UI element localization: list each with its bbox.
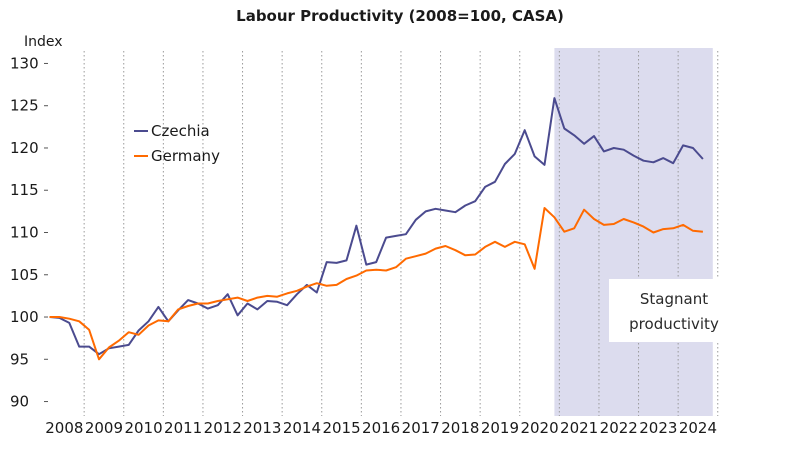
series-line-czechia <box>49 97 704 356</box>
x-tick-label: 2014 <box>283 419 321 437</box>
x-axis: 2008 2009 2010 2011 2012 2013 2014 2015 2016 2017… <box>45 419 717 437</box>
x-tick-label: 2018 <box>441 419 479 437</box>
y-tick-label: 90 <box>10 393 29 411</box>
x-tick-label: 2010 <box>124 419 162 437</box>
x-tick-label: 2023 <box>639 419 677 437</box>
x-tick-label: 2016 <box>362 419 400 437</box>
legend-label-czechia: Czechia <box>151 122 210 140</box>
y-tick-label: 120 <box>10 139 39 157</box>
annotation-box: Stagnant productivity <box>609 279 739 342</box>
x-tick-label: 2011 <box>164 419 202 437</box>
x-tick-label: 2009 <box>85 419 123 437</box>
annotation-line-2: productivity <box>629 315 719 333</box>
annotation-line-1: Stagnant <box>640 290 708 308</box>
x-tick-label: 2017 <box>402 419 440 437</box>
stagnant-period-shading <box>554 48 713 416</box>
x-tick-label: 2020 <box>520 419 558 437</box>
y-tick-label: 100 <box>10 308 39 326</box>
y-tick-label: 105 <box>10 266 39 284</box>
legend: Czechia Germany <box>134 122 220 165</box>
legend-label-germany: Germany <box>151 147 220 165</box>
x-tick-label: 2012 <box>204 419 242 437</box>
y-axis-label: Index <box>24 34 63 50</box>
chart-title: Labour Productivity (2008=100, CASA) <box>236 7 564 25</box>
y-tick-label: 130 <box>10 54 39 72</box>
y-tick-label: 125 <box>10 97 39 115</box>
y-tick-label: 115 <box>10 181 39 199</box>
x-tick-label: 2015 <box>322 419 360 437</box>
x-tick-label: 2019 <box>481 419 519 437</box>
grid <box>83 51 719 416</box>
y-tick-label: 95 <box>10 350 29 368</box>
x-tick-label: 2021 <box>560 419 598 437</box>
y-axis: 90 95 100 105 110 115 120 125 130 <box>10 54 48 411</box>
x-tick-label: 2013 <box>243 419 281 437</box>
x-tick-label: 2008 <box>45 419 83 437</box>
annotation-background <box>609 279 739 342</box>
x-tick-label: 2022 <box>600 419 638 437</box>
y-tick-label: 110 <box>10 224 39 242</box>
series-line-germany <box>49 207 703 361</box>
x-tick-label: 2024 <box>679 419 717 437</box>
